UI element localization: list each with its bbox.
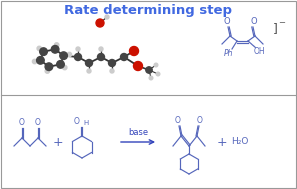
Circle shape [105,15,109,19]
Text: base: base [128,128,148,137]
Text: H₂O: H₂O [231,138,249,146]
Circle shape [156,72,160,76]
Text: H: H [83,120,88,126]
Circle shape [60,52,67,60]
Circle shape [67,52,72,57]
Text: +: + [217,136,227,149]
Circle shape [54,43,59,47]
Circle shape [75,53,81,60]
Circle shape [57,60,64,68]
Circle shape [37,46,42,51]
Circle shape [108,60,116,67]
Text: OH: OH [254,47,266,57]
Text: +: + [53,136,63,149]
Text: O: O [224,17,230,26]
Circle shape [110,69,114,73]
Text: O: O [74,117,80,126]
Circle shape [63,65,67,70]
Circle shape [149,76,153,80]
Circle shape [32,59,37,64]
Circle shape [96,19,104,27]
Text: O: O [251,17,257,26]
Text: −: − [278,19,285,28]
Circle shape [133,61,143,70]
Text: O: O [35,118,41,127]
Circle shape [99,47,103,51]
Text: O: O [197,116,203,125]
Circle shape [76,47,80,51]
Circle shape [86,60,92,67]
Circle shape [146,67,152,73]
Circle shape [45,69,50,73]
Circle shape [97,53,105,60]
Circle shape [51,46,59,53]
Text: O: O [19,118,25,127]
Circle shape [154,63,158,67]
Circle shape [87,69,91,73]
Circle shape [37,57,44,64]
Circle shape [45,63,53,70]
Circle shape [129,46,138,56]
Text: Ph: Ph [224,49,234,57]
Circle shape [40,48,47,55]
Text: Rate determining step: Rate determining step [64,4,232,17]
Text: O: O [175,116,181,125]
Text: ]: ] [273,22,277,36]
Circle shape [121,53,127,60]
